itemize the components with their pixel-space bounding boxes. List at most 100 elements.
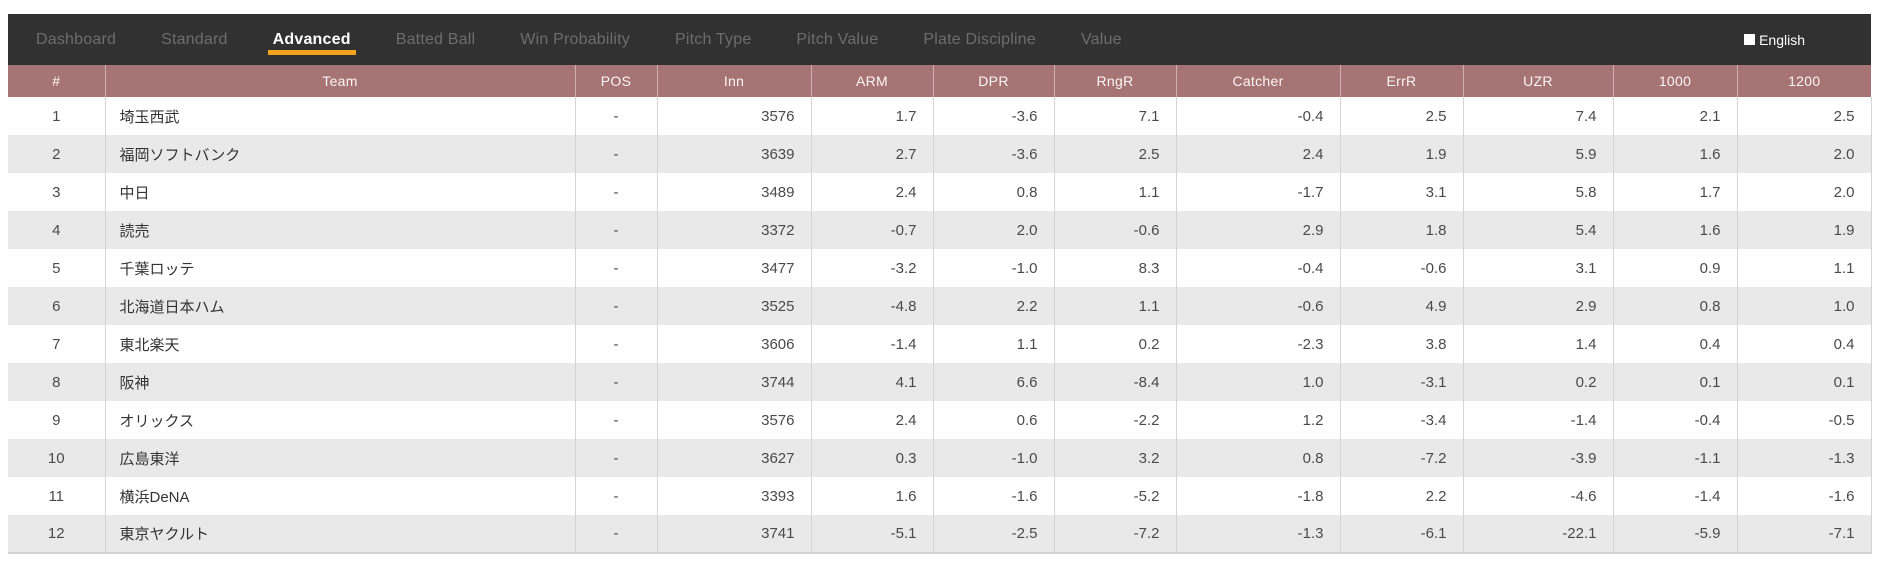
cell-inn: 3639 <box>657 135 812 173</box>
column-header-r1200[interactable]: 1200 <box>1737 65 1871 97</box>
column-header-catcher[interactable]: Catcher <box>1176 65 1341 97</box>
cell-errr: 4.9 <box>1340 287 1464 325</box>
cell-uzr: -3.9 <box>1463 439 1614 477</box>
column-header-rngr[interactable]: RngR <box>1054 65 1177 97</box>
cell-r1200: 1.9 <box>1737 211 1872 249</box>
tab-value[interactable]: Value <box>1080 30 1122 48</box>
cell-uzr: -22.1 <box>1463 515 1614 553</box>
cell-team: 千葉ロッテ <box>105 249 576 287</box>
tab-pitch-value[interactable]: Pitch Value <box>796 30 879 48</box>
cell-team: 埼玉西武 <box>105 97 576 135</box>
cell-r1200: 0.4 <box>1737 325 1872 363</box>
cell-team: 北海道日本ハム <box>105 287 576 325</box>
cell-r1200: -7.1 <box>1737 515 1872 553</box>
cell-uzr: -4.6 <box>1463 477 1614 515</box>
cell-arm: 4.1 <box>811 363 934 401</box>
cell-inn: 3741 <box>657 515 812 553</box>
cell-r1000: 1.6 <box>1613 211 1738 249</box>
column-header-pos[interactable]: POS <box>575 65 658 97</box>
cell-errr: 3.1 <box>1340 173 1464 211</box>
column-header-team[interactable]: Team <box>105 65 576 97</box>
cell-team: 中日 <box>105 173 576 211</box>
cell-rngr: 7.1 <box>1054 97 1177 135</box>
cell-arm: 2.7 <box>811 135 934 173</box>
cell-r1200: 2.0 <box>1737 173 1872 211</box>
cell-inn: 3489 <box>657 173 812 211</box>
cell-inn: 3576 <box>657 401 812 439</box>
cell-inn: 3525 <box>657 287 812 325</box>
table-row: 5 千葉ロッテ -3477 -3.2 -1.0 8.3 -0.4 -0.6 3.1 0.9 1.1 <box>8 249 1872 287</box>
flag-square-icon <box>1744 34 1756 45</box>
cell-errr: 2.2 <box>1340 477 1464 515</box>
table-row: 2 福岡ソフトバンク -3639 2.7 -3.6 2.5 2.4 1.9 5.9 1.6 2.0 <box>8 135 1872 173</box>
cell-rank: 3 <box>8 173 106 211</box>
cell-uzr: 7.4 <box>1463 97 1614 135</box>
table-row: 4 読売 -3372 -0.7 2.0 -0.6 2.9 1.8 5.4 1.6 1.9 <box>8 211 1872 249</box>
cell-dpr: 2.0 <box>933 211 1055 249</box>
cell-uzr: 3.1 <box>1463 249 1614 287</box>
cell-errr: -7.2 <box>1340 439 1464 477</box>
table-row: 9 オリックス -3576 2.4 0.6 -2.2 1.2 -3.4 -1.4 -0.4 -0.5 <box>8 401 1872 439</box>
cell-r1000: 1.6 <box>1613 135 1738 173</box>
column-header-r1000[interactable]: 1000 <box>1613 65 1738 97</box>
cell-rngr: -2.2 <box>1054 401 1177 439</box>
cell-pos: - <box>575 401 658 439</box>
cell-catcher: -0.6 <box>1176 287 1341 325</box>
column-header-inn[interactable]: Inn <box>657 65 812 97</box>
tab-pitch-type[interactable]: Pitch Type <box>675 30 752 48</box>
table-row: 1 埼玉西武 -3576 1.7 -3.6 7.1 -0.4 2.5 7.4 2.1 2.5 <box>8 97 1872 135</box>
cell-arm: -5.1 <box>811 515 934 553</box>
cell-team: 福岡ソフトバンク <box>105 135 576 173</box>
cell-errr: -0.6 <box>1340 249 1464 287</box>
column-header-arm[interactable]: ARM <box>811 65 934 97</box>
cell-arm: -1.4 <box>811 325 934 363</box>
cell-rank: 2 <box>8 135 106 173</box>
table-row: 6 北海道日本ハム -3525 -4.8 2.2 1.1 -0.6 4.9 2.9 0.8 1.0 <box>8 287 1872 325</box>
cell-rank: 11 <box>8 477 106 515</box>
cell-team: 東北楽天 <box>105 325 576 363</box>
cell-dpr: -1.0 <box>933 249 1055 287</box>
stats-table: # Team POS Inn ARM DPR RngR Catcher ErrR UZR 1000 1… <box>8 65 1872 554</box>
cell-dpr: 2.2 <box>933 287 1055 325</box>
cell-rngr: -8.4 <box>1054 363 1177 401</box>
cell-catcher: -1.7 <box>1176 173 1341 211</box>
cell-rank: 7 <box>8 325 106 363</box>
cell-arm: 1.6 <box>811 477 934 515</box>
cell-catcher: 2.4 <box>1176 135 1341 173</box>
cell-inn: 3576 <box>657 97 812 135</box>
column-header-uzr[interactable]: UZR <box>1463 65 1614 97</box>
cell-inn: 3477 <box>657 249 812 287</box>
cell-catcher: 1.2 <box>1176 401 1341 439</box>
cell-rngr: 3.2 <box>1054 439 1177 477</box>
tab-win-probability[interactable]: Win Probability <box>520 30 630 48</box>
cell-rank: 8 <box>8 363 106 401</box>
column-header-rank[interactable]: # <box>8 65 106 97</box>
cell-arm: -3.2 <box>811 249 934 287</box>
cell-r1000: 0.4 <box>1613 325 1738 363</box>
cell-inn: 3744 <box>657 363 812 401</box>
cell-catcher: -2.3 <box>1176 325 1341 363</box>
cell-errr: 1.8 <box>1340 211 1464 249</box>
tab-standard[interactable]: Standard <box>161 30 228 48</box>
cell-dpr: 0.8 <box>933 173 1055 211</box>
tab-advanced[interactable]: Advanced <box>267 14 356 65</box>
cell-r1000: 0.1 <box>1613 363 1738 401</box>
cell-catcher: -1.8 <box>1176 477 1341 515</box>
cell-dpr: 6.6 <box>933 363 1055 401</box>
tab-batted-ball[interactable]: Batted Ball <box>395 30 476 48</box>
cell-arm: 0.3 <box>811 439 934 477</box>
cell-pos: - <box>575 287 658 325</box>
tab-plate-discipline[interactable]: Plate Discipline <box>923 30 1036 48</box>
cell-rngr: 2.5 <box>1054 135 1177 173</box>
cell-pos: - <box>575 211 658 249</box>
table-row: 8 阪神 -3744 4.1 6.6 -8.4 1.0 -3.1 0.2 0.1 0.1 <box>8 363 1872 401</box>
header-row: # Team POS Inn ARM DPR RngR Catcher ErrR UZR 1000 1… <box>8 65 1871 97</box>
cell-arm: -0.7 <box>811 211 934 249</box>
cell-r1200: -1.6 <box>1737 477 1872 515</box>
language-switcher[interactable]: English <box>1744 14 1805 65</box>
column-header-dpr[interactable]: DPR <box>933 65 1055 97</box>
tab-dashboard[interactable]: Dashboard <box>36 30 117 48</box>
cell-pos: - <box>575 249 658 287</box>
cell-dpr: -3.6 <box>933 97 1055 135</box>
column-header-errr[interactable]: ErrR <box>1340 65 1464 97</box>
